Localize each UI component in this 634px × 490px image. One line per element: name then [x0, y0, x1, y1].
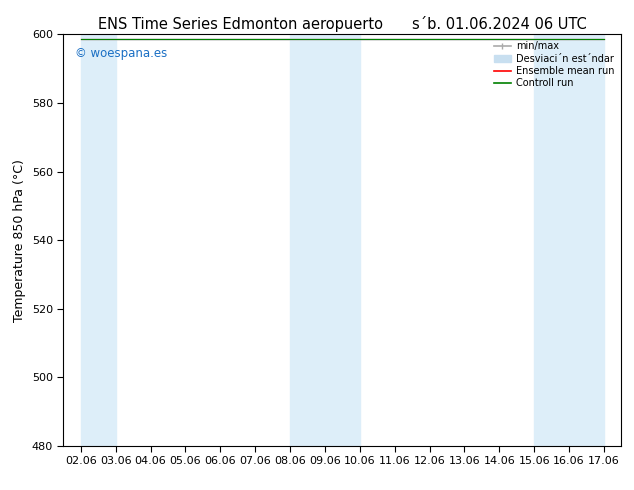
- Text: s´b. 01.06.2024 06 UTC: s´b. 01.06.2024 06 UTC: [412, 17, 587, 32]
- Bar: [290, 34, 359, 446]
- Bar: [534, 34, 604, 446]
- Y-axis label: Temperature 850 hPa (°C): Temperature 850 hPa (°C): [13, 159, 26, 321]
- Legend: min/max, Desviaci´n est´ndar, Ensemble mean run, Controll run: min/max, Desviaci´n est´ndar, Ensemble m…: [492, 39, 616, 90]
- Bar: [81, 34, 116, 446]
- Text: ENS Time Series Edmonton aeropuerto: ENS Time Series Edmonton aeropuerto: [98, 17, 384, 32]
- Text: © woespana.es: © woespana.es: [75, 47, 167, 60]
